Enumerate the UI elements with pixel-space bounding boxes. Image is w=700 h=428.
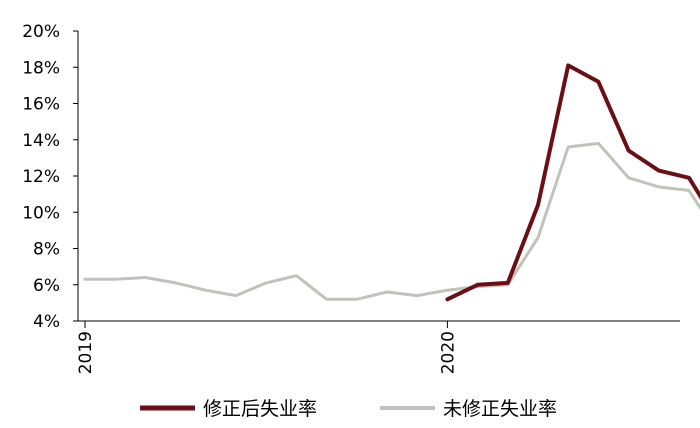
x-axis-tick-labels: 2019202020212022 <box>76 331 458 374</box>
y-tick-label: 16% <box>22 95 60 115</box>
series-line-adjusted <box>445 63 700 302</box>
y-tick-label: 18% <box>22 58 60 78</box>
x-tick-label: 2019 <box>76 331 96 374</box>
y-tick-label: 4% <box>33 312 60 332</box>
y-tick-label: 12% <box>22 167 60 187</box>
y-tick-label: 14% <box>22 131 60 151</box>
y-tick-label: 8% <box>33 240 60 260</box>
y-tick-label: 20% <box>22 22 60 42</box>
y-axis-tick-labels: 4% 6% 8% 10% 12% 14% 16% 18% 20% <box>22 22 60 332</box>
legend-label-unadjusted: 未修正失业率 <box>443 398 557 420</box>
axes <box>73 30 680 328</box>
legend-label-adjusted: 修正后失业率 <box>203 398 317 420</box>
y-tick-label: 10% <box>22 203 60 223</box>
x-tick-label: 2020 <box>438 331 458 374</box>
series-lines <box>83 63 700 302</box>
y-tick-label: 6% <box>33 276 60 296</box>
series-line-unadjusted <box>83 141 700 301</box>
legend: 修正后失业率 未修正失业率 <box>140 398 557 420</box>
